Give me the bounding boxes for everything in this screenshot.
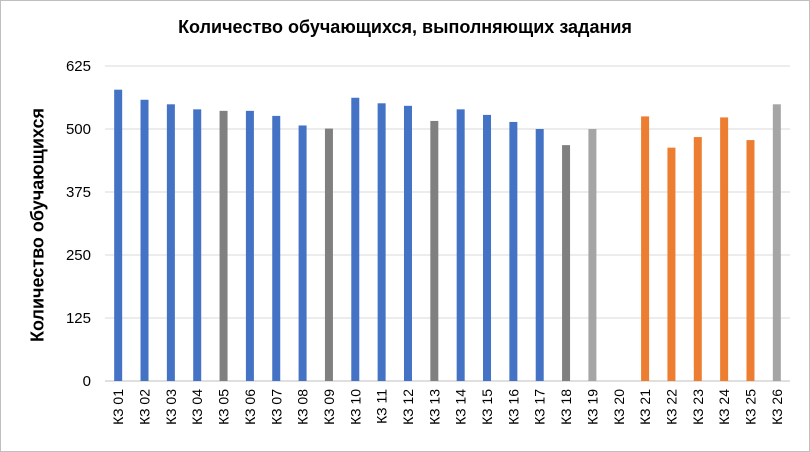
bar <box>140 99 149 381</box>
bar <box>272 115 281 382</box>
y-tick-label: 375 <box>66 184 91 201</box>
gridlines <box>105 65 790 382</box>
x-category-label: КЗ 22 <box>663 389 679 425</box>
y-tick-labels: 0 125 250 375 500 625 <box>66 58 91 390</box>
bar <box>324 128 333 381</box>
x-category-label: КЗ 14 <box>453 389 469 425</box>
x-category-label: КЗ 09 <box>321 389 337 425</box>
x-category-label: КЗ 11 <box>374 389 390 424</box>
chart-title: Количество обучающихся, выполняющих зада… <box>178 17 632 37</box>
x-category-label: КЗ 03 <box>163 389 179 425</box>
x-category-label: КЗ 06 <box>242 389 258 425</box>
bar <box>772 104 781 381</box>
x-category-label: КЗ 23 <box>690 389 706 425</box>
x-category-label: КЗ 26 <box>769 389 785 425</box>
y-tick-label: 0 <box>83 373 91 390</box>
y-tick-label: 500 <box>66 121 91 138</box>
y-tick-label: 125 <box>66 310 91 327</box>
x-category-label: КЗ 16 <box>505 389 521 425</box>
x-category-label: КЗ 13 <box>426 389 442 425</box>
bar <box>483 114 492 381</box>
x-category-label: КЗ 12 <box>400 389 416 425</box>
bars <box>114 89 781 382</box>
x-category-label: КЗ 02 <box>137 389 153 425</box>
bar <box>245 110 254 381</box>
x-category-label: КЗ 21 <box>637 389 653 425</box>
bar <box>298 125 307 381</box>
y-tick-label: 625 <box>66 58 91 75</box>
bar <box>456 109 465 382</box>
x-category-label: КЗ 17 <box>532 389 548 425</box>
bar <box>219 110 228 381</box>
bar <box>166 104 175 381</box>
bar <box>667 147 676 381</box>
x-category-label: КЗ 20 <box>611 389 627 425</box>
x-category-label: КЗ 04 <box>189 389 205 425</box>
bar <box>351 97 360 381</box>
bar <box>562 145 571 381</box>
x-category-label: КЗ 01 <box>110 389 126 425</box>
x-category-labels: КЗ 01 КЗ 02 КЗ 03 КЗ 04 КЗ 05 КЗ 06 КЗ 07 КЗ 08… <box>110 389 785 425</box>
y-tick-label: 250 <box>66 247 91 264</box>
bar <box>377 103 386 382</box>
x-category-label: КЗ 05 <box>216 389 232 425</box>
bar <box>403 105 412 381</box>
x-category-label: КЗ 24 <box>716 389 732 425</box>
x-category-label: КЗ 10 <box>347 389 363 425</box>
x-category-label: КЗ 19 <box>584 389 600 425</box>
x-category-label: КЗ 18 <box>558 389 574 425</box>
x-category-label: КЗ 15 <box>479 389 495 425</box>
bar <box>535 129 544 381</box>
bar <box>114 89 123 382</box>
bar <box>720 117 729 382</box>
x-category-label: КЗ 08 <box>295 389 311 425</box>
x-category-label: КЗ 25 <box>742 389 758 425</box>
bar <box>193 109 202 382</box>
bar <box>746 140 755 381</box>
bar <box>641 116 650 382</box>
bar <box>509 121 518 381</box>
bar <box>588 129 597 381</box>
bar <box>693 137 702 381</box>
bar <box>430 120 439 381</box>
x-category-label: КЗ 07 <box>268 389 284 425</box>
